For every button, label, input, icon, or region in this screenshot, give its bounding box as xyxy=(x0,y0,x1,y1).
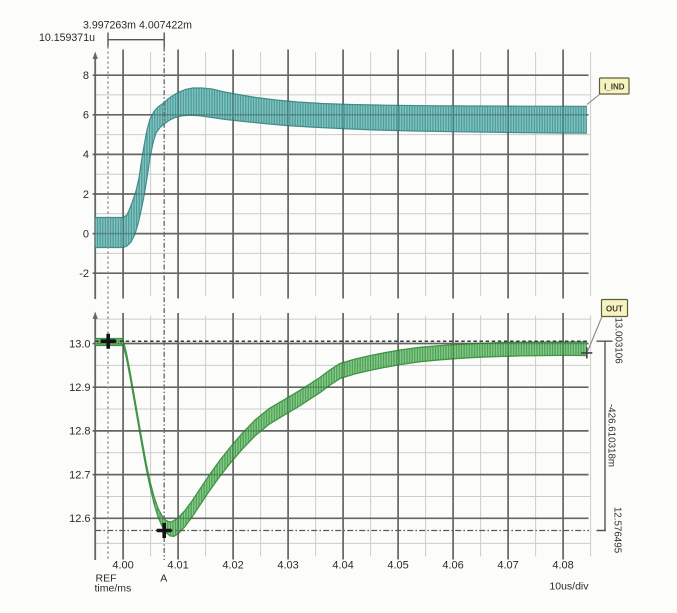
svg-text:4.03: 4.03 xyxy=(277,559,298,571)
svg-text:2: 2 xyxy=(83,189,89,201)
svg-text:0: 0 xyxy=(83,228,89,240)
svg-text:A: A xyxy=(160,572,167,584)
svg-text:12.7: 12.7 xyxy=(69,469,90,481)
svg-text:4.02: 4.02 xyxy=(222,559,243,571)
svg-text:-426.610318m: -426.610318m xyxy=(606,404,617,467)
svg-text:4.08: 4.08 xyxy=(552,559,573,571)
svg-text:4.00: 4.00 xyxy=(112,559,133,571)
svg-text:13.0: 13.0 xyxy=(69,338,90,350)
svg-text:4.05: 4.05 xyxy=(387,559,408,571)
svg-text:4.04: 4.04 xyxy=(332,559,353,571)
svg-text:time/ms: time/ms xyxy=(95,582,132,594)
svg-text:12.6: 12.6 xyxy=(69,513,90,525)
svg-text:4.06: 4.06 xyxy=(442,559,463,571)
svg-text:3.997263m: 3.997263m xyxy=(83,19,136,31)
svg-text:4: 4 xyxy=(83,149,89,161)
svg-text:10.159371u: 10.159371u xyxy=(39,32,95,44)
svg-text:I_IND: I_IND xyxy=(604,83,625,92)
svg-text:8: 8 xyxy=(83,70,89,82)
svg-text:6: 6 xyxy=(83,110,89,122)
svg-text:4.007422m: 4.007422m xyxy=(139,19,192,31)
svg-text:OUT: OUT xyxy=(606,305,623,314)
svg-text:4.01: 4.01 xyxy=(167,559,188,571)
svg-text:12.9: 12.9 xyxy=(69,382,90,394)
svg-text:4.07: 4.07 xyxy=(497,559,518,571)
svg-text:12.8: 12.8 xyxy=(69,426,90,438)
svg-text:13.003106: 13.003106 xyxy=(613,317,624,364)
svg-text:-2: -2 xyxy=(79,268,89,280)
svg-text:REF: REF xyxy=(96,572,117,584)
svg-text:12.576495: 12.576495 xyxy=(612,507,623,554)
svg-text:10us/div: 10us/div xyxy=(549,581,589,593)
